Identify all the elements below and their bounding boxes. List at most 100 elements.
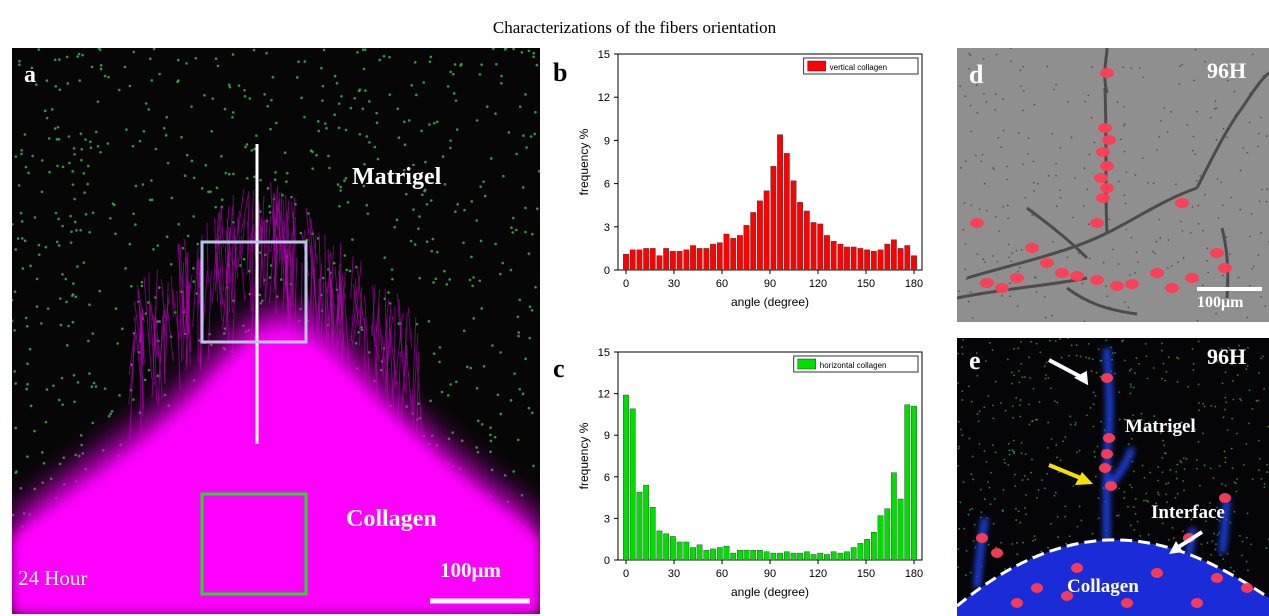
bar [649,507,656,561]
bar [857,543,864,561]
legend-box [803,57,919,75]
bar [669,251,676,271]
bar [770,166,777,271]
y-axis-label: frequency % [577,128,591,195]
brightfield-background [957,48,1269,322]
interface-dashed-line [957,538,1269,608]
roi-horizontal-box [200,492,308,596]
bar [623,253,629,271]
bar [790,552,797,561]
roi-vertical-box [200,240,308,344]
legend-box [793,355,919,373]
bar [877,515,884,561]
panel-label-e: e [969,346,981,375]
panel-a-canvas [12,48,540,614]
matrigel-label-a: Matrigel [352,164,442,190]
bar [757,550,763,561]
panel-d-canvas [957,48,1269,322]
bar [850,547,857,561]
bar [710,243,716,271]
bar [730,552,737,561]
x-tick-label: 180 [905,278,923,290]
white-arrow-interface [1169,530,1204,554]
bar [676,251,683,271]
legend: vertical collagen [803,57,919,75]
y-tick-label: 15 [598,49,610,61]
bar [663,248,670,271]
collagen-label-e: Collagen [1067,576,1139,597]
x-tick-label: 120 [809,278,827,290]
bar [649,248,656,271]
panel-e-canvas [957,338,1269,616]
bar [683,541,690,561]
bar [890,472,897,561]
bar [743,550,750,561]
figure-title: Characterizations of the fibers orientat… [492,18,777,37]
y-tick-label: 15 [598,347,610,359]
x-tick-label: 30 [668,278,680,290]
collagen-region-e [957,539,1269,616]
bar [870,251,877,271]
panel-label-c: c [553,354,565,383]
bar [824,554,830,561]
bar [864,249,871,271]
yellow-arrow [1048,463,1093,485]
panel-a-image: a Matrigel Collagen 24 Hour 100μm [12,48,540,614]
bar [743,225,750,271]
bar [770,552,777,561]
matrigel-label-e: Matrigel [1125,416,1196,437]
bar [716,547,723,561]
bar [703,550,710,561]
bar [757,200,763,271]
bar [656,255,663,271]
y-tick-label: 12 [598,389,610,401]
bar [777,552,783,561]
bar [897,248,904,271]
bar [870,532,877,561]
bar [803,210,810,271]
x-axis-label: angle (degree) [731,295,809,309]
bar [730,238,737,271]
bar [696,248,703,271]
fiber-strands [128,182,426,466]
white-arrow-top [1048,358,1089,386]
panel-e-image: e 96H Matrigel Interface Collagen [957,338,1269,616]
bar [857,248,864,271]
bar [737,550,743,561]
y-axis-label: frequency % [577,422,591,489]
bar [797,202,803,271]
y-tick-label: 3 [604,222,610,234]
y-tick-label: 9 [604,135,610,147]
bar [703,248,710,271]
bar [850,246,857,271]
y-tick-label: 3 [604,513,610,525]
bar [837,552,844,561]
bar [669,536,676,561]
bar [864,538,871,561]
bar [817,552,824,561]
legend-label: vertical collagen [830,63,887,72]
bar [783,551,790,561]
time-label-d: 96H [1207,58,1247,83]
bar [629,249,636,271]
bar [636,491,643,561]
bar [911,255,917,271]
bar [696,544,703,561]
x-tick-label: 30 [668,568,680,580]
chart-c-horizontal-collagen: 0 30 60 90 120 150 180 0 3 6 9 12 15 angle (degree) fr… [577,347,923,599]
y-tick-label: 0 [604,555,610,567]
bar [884,508,891,561]
bar [877,249,884,271]
legend-label: horizontal collagen [820,361,887,370]
x-tick-label: 60 [716,278,728,290]
bar [837,243,844,271]
x-tick-label: 150 [857,568,875,580]
panel-label-b: b [553,58,568,87]
panel-label-d: d [969,60,984,89]
x-tick-label: 0 [623,568,629,580]
collagen-label-a: Collagen [346,506,437,532]
panel-d-image: d 96H 100μm [957,48,1269,322]
bar [803,551,810,561]
panel-label-a: a [24,62,36,88]
bar [777,134,783,271]
